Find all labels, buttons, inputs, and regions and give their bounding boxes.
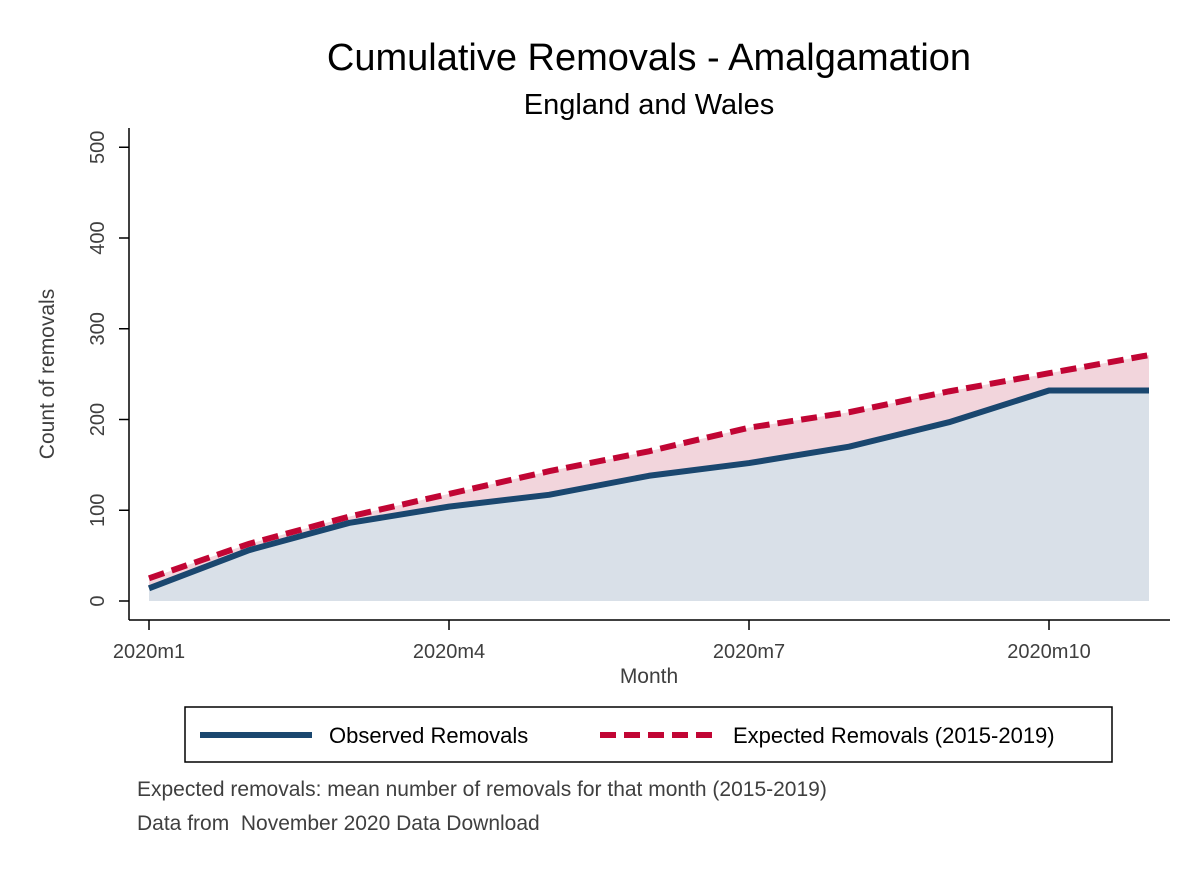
y-axis: 0 100 200 300 400 500 [87, 128, 130, 620]
observed-area [149, 390, 1149, 601]
x-tick-label: 2020m7 [713, 641, 785, 663]
legend-label-expected: Expected Removals (2015-2019) [733, 723, 1055, 748]
plot-area [147, 352, 1150, 601]
y-tick-label: 300 [87, 312, 109, 345]
x-axis-label: Month [620, 665, 678, 688]
chart-subtitle: England and Wales [524, 89, 774, 121]
x-tick-label: 2020m1 [113, 641, 185, 663]
y-axis-label: Count of removals [36, 289, 59, 459]
y-tick-label: 200 [87, 403, 109, 436]
x-tick-label: 2020m4 [413, 641, 485, 663]
y-tick-label: 400 [87, 221, 109, 254]
legend: Observed Removals Expected Removals (201… [184, 706, 1113, 763]
legend-label-observed: Observed Removals [329, 723, 528, 748]
x-axis: 2020m1 2020m4 2020m7 2020m10 [113, 619, 1170, 663]
chart-title: Cumulative Removals - Amalgamation [327, 37, 971, 79]
x-tick-label: 2020m10 [1007, 641, 1090, 663]
note-expected-definition: Expected removals: mean number of remova… [137, 778, 827, 801]
observed-line [147, 387, 1149, 592]
y-tick-label: 0 [87, 595, 109, 606]
expected-line [148, 352, 1150, 582]
y-tick-label: 100 [87, 494, 109, 527]
note-data-source: Data from November 2020 Data Download [137, 812, 540, 835]
y-tick-label: 500 [87, 131, 109, 164]
